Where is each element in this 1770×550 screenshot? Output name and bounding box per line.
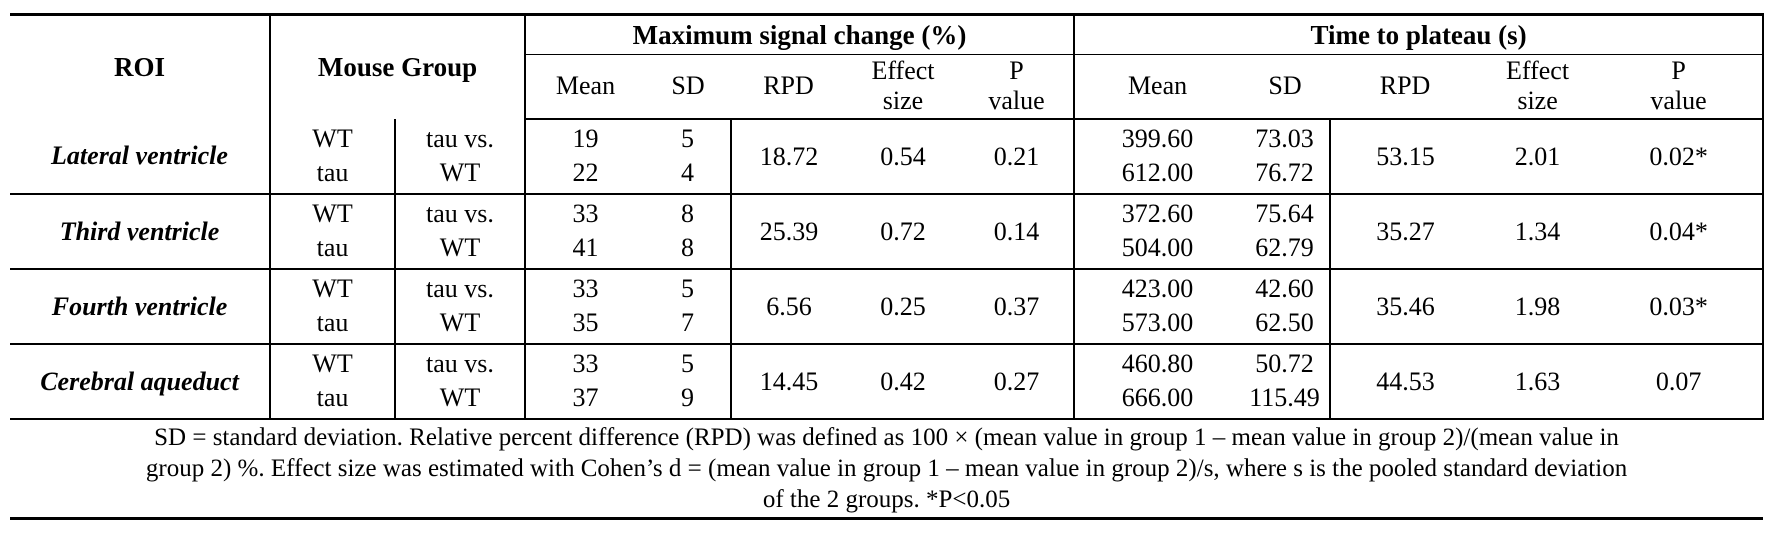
cell-msc-p-value: 0.27: [960, 343, 1076, 420]
mouse-group-cell: WT tau: [270, 268, 396, 345]
col-header-msc-rpd: RPD: [731, 54, 846, 120]
cell-msc-sd: 5 7: [645, 268, 732, 345]
cell-ttp-p-value: 0.02*: [1595, 118, 1765, 195]
cell-ttp-effect-size: 1.63: [1480, 343, 1596, 420]
cell-msc-p-value: 0.37: [960, 268, 1076, 345]
cell-msc-effect-size: 0.72: [846, 193, 960, 270]
col-header-ttp-sd: SD: [1240, 54, 1331, 120]
cell-msc-mean: 33 35: [525, 268, 645, 345]
roi-label: Cerebral aqueduct: [10, 343, 271, 420]
cell-msc-rpd: 6.56: [731, 268, 846, 345]
col-header-ttp-effect-size: Effect size: [1480, 54, 1596, 120]
cell-ttp-sd: 75.64 62.79: [1240, 193, 1332, 270]
col-header-msc-mean: Mean: [525, 54, 645, 120]
footnote: SD = standard deviation. Relative percen…: [10, 418, 1764, 520]
cell-msc-sd: 8 8: [645, 193, 732, 270]
cell-msc-rpd: 18.72: [731, 118, 846, 195]
cell-ttp-mean: 460.80 666.00: [1074, 343, 1241, 420]
col-header-mouse-group: Mouse Group: [270, 14, 526, 119]
header-row-sections: ROI Mouse Group Maximum signal change (%…: [10, 14, 1765, 119]
table-row-fourth-ventricle: Fourth ventricle WT tau tau vs. WT 33 35…: [10, 268, 1765, 345]
col-header-msc-effect-size: Effect size: [846, 54, 960, 120]
header-row-subcolumns: Mean SD RPD Effect size P value Mean SD …: [10, 54, 1765, 120]
cell-msc-p-value: 0.14: [960, 193, 1076, 270]
roi-label: Fourth ventricle: [10, 268, 271, 345]
table-row-lateral-ventricle: Lateral ventricle WT tau tau vs. WT 19 2…: [10, 118, 1765, 195]
cell-ttp-effect-size: 2.01: [1480, 118, 1596, 195]
cell-msc-sd: 5 4: [645, 118, 732, 195]
comparison-cell: tau vs. WT: [395, 193, 526, 270]
cell-ttp-sd: 42.60 62.50: [1240, 268, 1332, 345]
results-table: ROI Mouse Group Maximum signal change (%…: [10, 13, 1765, 520]
mouse-group-cell: WT tau: [270, 193, 396, 270]
col-header-ttp-mean: Mean: [1074, 54, 1241, 120]
mouse-group-cell: WT tau: [270, 118, 396, 195]
col-header-ttp-rpd: RPD: [1330, 54, 1481, 120]
comparison-cell: tau vs. WT: [395, 343, 526, 420]
cell-msc-sd: 5 9: [645, 343, 732, 420]
comparison-cell: tau vs. WT: [395, 118, 526, 195]
footnote-line-3: of the 2 groups. *P<0.05: [762, 485, 1011, 513]
cell-ttp-mean: 372.60 504.00: [1074, 193, 1241, 270]
comparison-cell: tau vs. WT: [395, 268, 526, 345]
footnote-line-2: group 2) %. Effect size was estimated wi…: [145, 454, 1628, 482]
cell-ttp-rpd: 35.46: [1330, 268, 1481, 345]
cell-msc-rpd: 25.39: [731, 193, 846, 270]
col-header-roi: ROI: [10, 14, 271, 119]
roi-label: Third ventricle: [10, 193, 271, 270]
section-header-max-signal-change: Maximum signal change (%): [525, 14, 1076, 55]
cell-msc-effect-size: 0.54: [846, 118, 960, 195]
section-header-time-to-plateau: Time to plateau (s): [1074, 14, 1765, 55]
cell-ttp-p-value: 0.07: [1595, 343, 1765, 420]
col-header-ttp-p-value: P value: [1595, 54, 1765, 120]
col-header-msc-sd: SD: [645, 54, 731, 120]
cell-msc-mean: 19 22: [525, 118, 645, 195]
cell-msc-p-value: 0.21: [960, 118, 1076, 195]
cell-ttp-rpd: 35.27: [1330, 193, 1481, 270]
col-header-msc-p-value: P value: [960, 54, 1076, 120]
cell-ttp-mean: 423.00 573.00: [1074, 268, 1241, 345]
cell-msc-mean: 33 37: [525, 343, 645, 420]
cell-ttp-rpd: 53.15: [1330, 118, 1481, 195]
cell-ttp-rpd: 44.53: [1330, 343, 1481, 420]
cell-ttp-sd: 73.03 76.72: [1240, 118, 1332, 195]
cell-ttp-effect-size: 1.34: [1480, 193, 1596, 270]
footnote-row: SD = standard deviation. Relative percen…: [10, 418, 1764, 520]
cell-ttp-mean: 399.60 612.00: [1074, 118, 1241, 195]
cell-msc-rpd: 14.45: [731, 343, 846, 420]
cell-msc-effect-size: 0.25: [846, 268, 960, 345]
table-row-cerebral-aqueduct: Cerebral aqueduct WT tau tau vs. WT 33 3…: [10, 343, 1765, 420]
cell-msc-mean: 33 41: [525, 193, 645, 270]
footnote-line-1: SD = standard deviation. Relative percen…: [154, 423, 1619, 451]
cell-msc-effect-size: 0.42: [846, 343, 960, 420]
cell-ttp-p-value: 0.03*: [1595, 268, 1765, 345]
cell-ttp-effect-size: 1.98: [1480, 268, 1596, 345]
cell-ttp-p-value: 0.04*: [1595, 193, 1765, 270]
roi-label: Lateral ventricle: [10, 118, 271, 195]
table-row-third-ventricle: Third ventricle WT tau tau vs. WT 33 41 …: [10, 193, 1765, 270]
cell-ttp-sd: 50.72 115.49: [1240, 343, 1332, 420]
mouse-group-cell: WT tau: [270, 343, 396, 420]
